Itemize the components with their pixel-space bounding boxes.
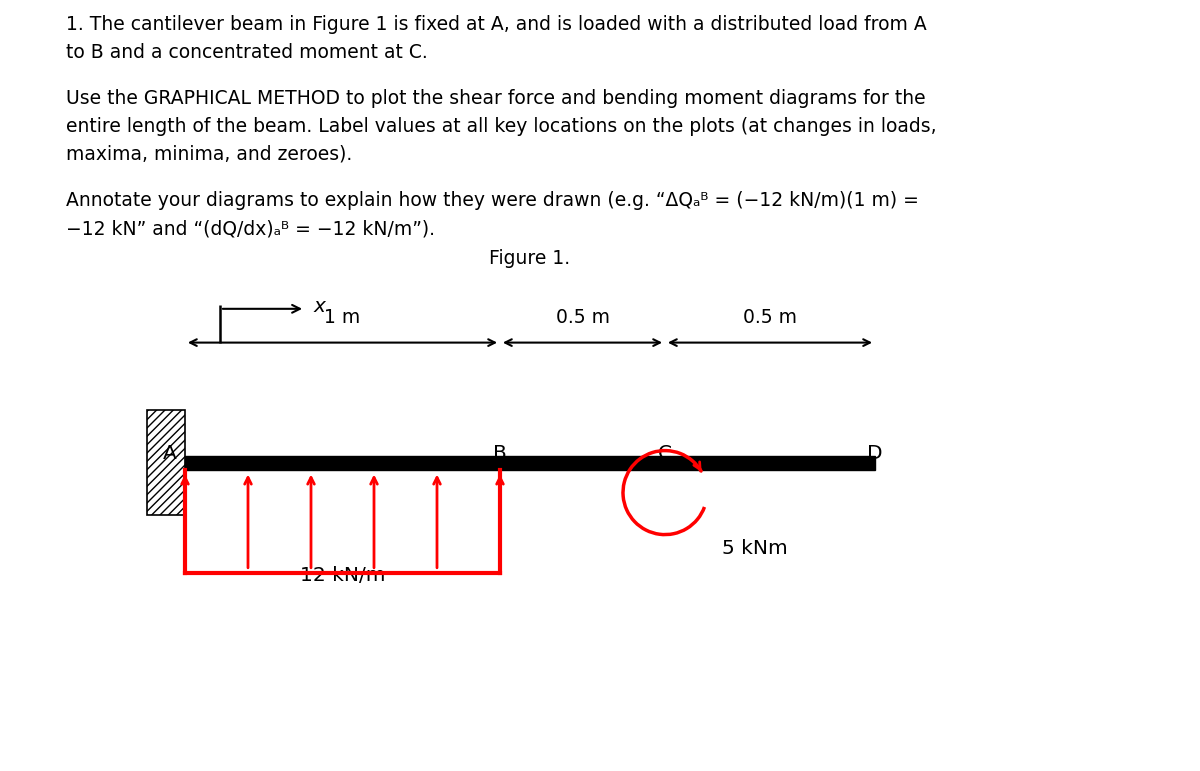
- Text: −12 kN” and “(dQ/dx)ₐᴮ = −12 kN/m”).: −12 kN” and “(dQ/dx)ₐᴮ = −12 kN/m”).: [66, 220, 436, 239]
- Text: 1. The cantilever beam in Figure 1 is fixed at A, and is loaded with a distribut: 1. The cantilever beam in Figure 1 is fi…: [66, 15, 926, 35]
- Text: 0.5 m: 0.5 m: [743, 308, 797, 327]
- Text: maxima, minima, and zeroes).: maxima, minima, and zeroes).: [66, 145, 353, 164]
- Text: B: B: [493, 443, 506, 463]
- Bar: [148, 410, 185, 515]
- Text: 0.5 m: 0.5 m: [556, 308, 610, 327]
- Text: A: A: [163, 443, 176, 463]
- Text: 5 kNm: 5 kNm: [722, 539, 788, 557]
- Text: C: C: [658, 443, 672, 463]
- Text: Use the GRAPHICAL METHOD to plot the shear force and bending moment diagrams for: Use the GRAPHICAL METHOD to plot the she…: [66, 89, 925, 108]
- Text: 1 m: 1 m: [324, 308, 361, 327]
- Text: Figure 1.: Figure 1.: [490, 248, 570, 268]
- Text: entire length of the beam. Label values at all key locations on the plots (at ch: entire length of the beam. Label values …: [66, 117, 937, 136]
- Bar: [185, 456, 875, 470]
- Text: Annotate your diagrams to explain how they were drawn (e.g. “ΔQₐᴮ = (−12 kN/m)(1: Annotate your diagrams to explain how th…: [66, 191, 919, 210]
- Text: 12 kN/m: 12 kN/m: [300, 566, 385, 584]
- Text: D: D: [868, 443, 883, 463]
- Text: to B and a concentrated moment at C.: to B and a concentrated moment at C.: [66, 43, 427, 62]
- Text: $x$: $x$: [313, 298, 328, 316]
